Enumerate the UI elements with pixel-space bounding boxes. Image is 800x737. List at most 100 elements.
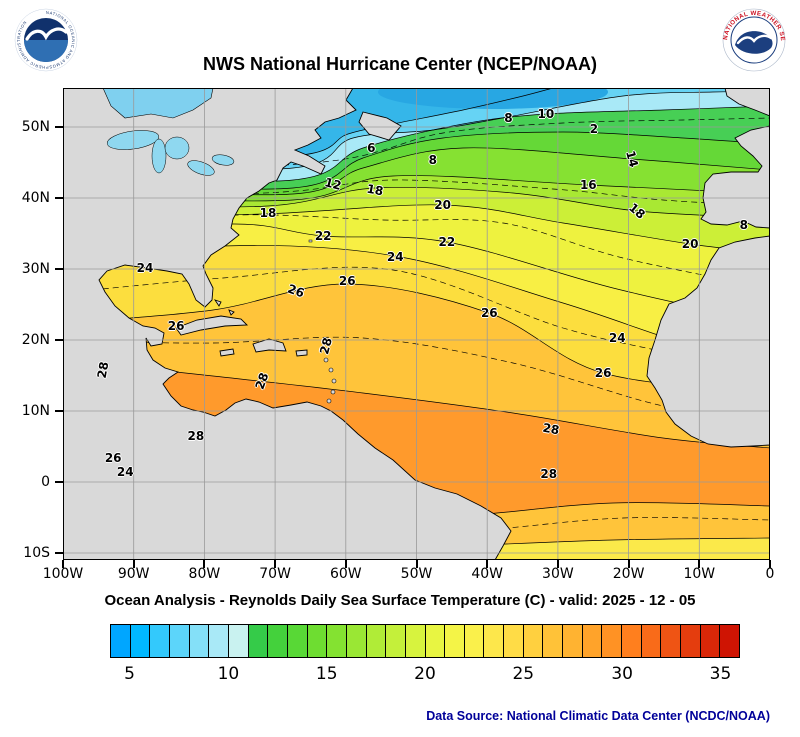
x-axis-label: 70W xyxy=(259,566,291,582)
sst-map xyxy=(63,88,770,560)
great-lake xyxy=(151,138,167,174)
colorbar-segment xyxy=(287,625,308,657)
great-lake xyxy=(211,154,235,166)
isotherm-line xyxy=(63,359,770,449)
colorbar-segment xyxy=(681,625,701,657)
y-axis-tick xyxy=(55,126,63,129)
colorbar-segment xyxy=(445,625,465,657)
colorbar-segment xyxy=(504,625,524,657)
land-lesser-antilles xyxy=(328,367,334,373)
hudson-bay xyxy=(102,88,214,119)
y-axis-label: 50N xyxy=(21,119,50,136)
colorbar-segment xyxy=(700,625,721,657)
isotherm-line xyxy=(63,283,770,394)
colorbar-segment xyxy=(543,625,564,657)
colorbar-segment xyxy=(366,625,387,657)
great-lake xyxy=(164,136,190,160)
x-axis-tick xyxy=(556,560,559,568)
y-axis-tick xyxy=(55,481,63,484)
colorbar-ticks: 5 10 15 20 25 30 35 xyxy=(110,664,740,688)
x-axis-tick xyxy=(62,560,64,568)
great-lake xyxy=(106,130,160,150)
x-axis-tick xyxy=(344,560,347,568)
map-caption: Ocean Analysis - Reynolds Daily Sea Surf… xyxy=(104,592,696,609)
colorbar-segment xyxy=(582,625,603,657)
land-jamaica xyxy=(219,348,235,357)
y-axis-label: 40N xyxy=(21,189,50,206)
y-axis-label: 0 xyxy=(41,474,50,491)
land-lesser-antilles xyxy=(323,357,329,363)
land-newfoundland xyxy=(358,111,402,141)
land-bermuda xyxy=(308,239,313,243)
y-axis-tick xyxy=(55,339,63,342)
colorbar-segment xyxy=(720,625,739,657)
x-axis-label: 30W xyxy=(542,566,574,582)
colorbar-segment xyxy=(405,625,426,657)
colorbar-segment xyxy=(150,625,170,657)
map-area: 6 8 10 2 14 8 12 18 16 20 18 18 8 22 22 20 24 24 26 26 26 24 2… xyxy=(55,88,771,568)
x-axis-tick xyxy=(627,560,630,568)
colorbar-segment xyxy=(641,625,662,657)
colorbar-segment xyxy=(169,625,190,657)
y-axis-tick xyxy=(55,196,63,199)
x-axis-label: 80W xyxy=(188,566,221,582)
x-axis-label: 20W xyxy=(612,566,645,582)
x-axis-tick xyxy=(203,560,206,568)
colorbar-segment xyxy=(111,625,131,657)
x-axis-label: 10W xyxy=(683,566,716,582)
nws-gull-icon xyxy=(736,34,773,45)
colorbar-segment xyxy=(386,625,406,657)
colorbar-segment xyxy=(563,625,583,657)
land-lesser-antilles xyxy=(331,378,337,384)
land-hispaniola xyxy=(252,338,287,353)
land-puerto-rico xyxy=(295,349,308,357)
x-axis: 100W 90W 80W 70W 60W 50W 40W 30W 20W 10W 0 xyxy=(43,566,775,588)
colorbar-segment xyxy=(307,625,328,657)
cold-patch xyxy=(378,88,608,109)
y-axis-label: 20N xyxy=(21,332,50,349)
y-axis-tick xyxy=(55,267,63,270)
y-axis-label: 30N xyxy=(21,260,50,277)
x-axis-tick xyxy=(132,560,135,568)
land-british-isles xyxy=(724,88,770,117)
great-lake xyxy=(187,160,215,176)
x-axis-label: 100W xyxy=(42,566,84,582)
colorbar-segment xyxy=(248,625,269,657)
colorbar-tick-label: 30 xyxy=(611,664,634,684)
land-lesser-antilles xyxy=(326,398,332,404)
colorbar-segment xyxy=(228,625,249,657)
land-lesser-antilles xyxy=(330,389,336,395)
colorbar-segment xyxy=(484,625,505,657)
colorbar-tick-label: 35 xyxy=(709,664,732,684)
y-axis: 50N 40N 30N 20N 10N 0 10S xyxy=(0,88,58,561)
footer-text: Data Source: National Climatic Data Cent… xyxy=(426,709,770,723)
colorbar-segment xyxy=(209,625,229,657)
land-africa xyxy=(646,235,770,448)
colorbar-segment xyxy=(425,625,446,657)
x-axis-label: 60W xyxy=(329,566,362,582)
page-title: NWS National Hurricane Center (NCEP/NOAA… xyxy=(202,54,598,74)
colorbar-segment xyxy=(661,625,682,657)
x-axis-label: 40W xyxy=(471,566,504,582)
colorbar-segment xyxy=(346,625,367,657)
colorbar-tick-label: 15 xyxy=(315,664,338,684)
y-axis-tick xyxy=(55,409,63,412)
colorbar-tick-label: 10 xyxy=(217,664,240,684)
noaa-logo: NATIONAL OCEANIC AND ATMOSPHERIC ADMINIS… xyxy=(14,8,78,72)
land-bahamas xyxy=(228,309,235,316)
colorbar-segment xyxy=(464,625,485,657)
colorbar-segment xyxy=(523,625,544,657)
x-axis-tick xyxy=(415,560,418,568)
x-axis-tick xyxy=(486,560,489,568)
x-axis-label: 90W xyxy=(117,566,150,582)
land-bahamas xyxy=(213,299,222,307)
colorbar-segments xyxy=(110,624,740,658)
land-americas xyxy=(63,88,512,560)
nws-logo-ring xyxy=(730,16,778,64)
x-axis-tick xyxy=(274,560,277,568)
y-axis-tick xyxy=(55,551,63,554)
land-cuba xyxy=(175,315,249,336)
isotherm-line-dashed xyxy=(63,336,770,421)
colorbar-segment xyxy=(602,625,623,657)
